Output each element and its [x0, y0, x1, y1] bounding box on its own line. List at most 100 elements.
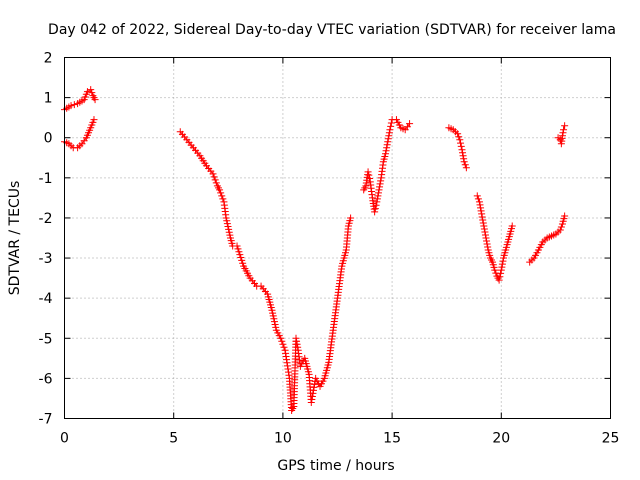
data-point: [271, 321, 279, 329]
data-point: [559, 129, 567, 137]
data-point: [376, 180, 384, 188]
data-point: [272, 323, 280, 331]
data-point: [309, 389, 317, 397]
data-point: [386, 126, 394, 134]
data-point: [561, 122, 569, 130]
data-point: [491, 266, 499, 274]
data-point: [269, 312, 277, 320]
data-point: [226, 231, 234, 239]
data-point: [384, 138, 392, 146]
y-tick-label: 1: [44, 91, 53, 107]
data-point: [475, 198, 483, 206]
data-point: [476, 201, 484, 209]
data-point: [459, 152, 467, 160]
data-point: [277, 334, 285, 342]
data-point: [460, 158, 468, 166]
y-tick-label: 2: [44, 51, 53, 67]
data-point: [556, 136, 564, 144]
data-point: [460, 155, 468, 163]
data-point: [222, 214, 230, 222]
x-tick-label: 15: [383, 431, 401, 447]
data-point: [458, 146, 466, 154]
data-point: [293, 337, 301, 345]
data-point: [462, 164, 470, 172]
y-tick-label: -4: [39, 291, 53, 307]
data-point: [211, 176, 219, 184]
data-point: [387, 119, 395, 127]
series-segment-a: [61, 86, 99, 114]
data-point: [374, 192, 382, 200]
data-point: [454, 130, 462, 138]
data-point: [382, 150, 390, 158]
data-point: [479, 219, 487, 227]
data-point: [382, 147, 390, 155]
data-point: [480, 222, 488, 230]
data-point: [561, 212, 569, 220]
data-point: [371, 208, 379, 216]
data-point: [385, 129, 393, 137]
data-point: [375, 186, 383, 194]
x-tick-label: 20: [492, 431, 510, 447]
series-segment-c: [176, 128, 355, 414]
x-tick-label: 0: [60, 431, 69, 447]
data-point: [278, 337, 286, 345]
axis-ticks: 0 5 10 15 20 25 -7 -6 -5 -4 -3 -2 -1 0 1 2: [39, 51, 620, 447]
data-point: [239, 259, 247, 267]
data-point: [483, 237, 491, 245]
data-point: [270, 318, 278, 326]
data-point: [477, 207, 485, 215]
data-point: [495, 276, 503, 284]
data-point: [210, 173, 218, 181]
data-point: [307, 398, 315, 406]
data-point: [383, 144, 391, 152]
data-point: [474, 195, 482, 203]
data-point: [223, 220, 231, 228]
data-point: [372, 201, 380, 209]
data-point: [383, 141, 391, 149]
data-point: [481, 228, 489, 236]
data-point: [218, 192, 226, 200]
data-point: [484, 243, 492, 251]
data-point: [269, 309, 277, 317]
data-point: [497, 266, 505, 274]
data-point: [455, 133, 463, 141]
data-point: [377, 177, 385, 185]
y-tick-label: -3: [39, 251, 53, 267]
data-point: [237, 253, 245, 261]
data-point: [217, 189, 225, 197]
data-point: [479, 216, 487, 224]
data-point: [457, 142, 465, 150]
chart-title: Day 042 of 2022, Sidereal Day-to-day VTE…: [48, 22, 616, 38]
x-tick-label: 5: [169, 431, 178, 447]
data-point: [560, 126, 568, 134]
x-tick-label: 10: [274, 431, 292, 447]
data-point: [373, 195, 381, 203]
data-point: [482, 234, 490, 242]
data-point: [456, 136, 464, 144]
data-point: [225, 228, 233, 236]
data-point: [459, 149, 467, 157]
data-point: [556, 226, 564, 234]
data-point: [67, 102, 75, 110]
data-point: [478, 213, 486, 221]
data-point: [270, 315, 278, 323]
data-point: [364, 168, 372, 176]
data-point: [558, 132, 566, 140]
data-point: [385, 132, 393, 140]
data-point: [473, 192, 481, 200]
data-point: [70, 101, 78, 109]
data-point: [292, 334, 300, 342]
data-point: [557, 223, 565, 231]
data-point: [268, 306, 276, 314]
data-point: [406, 120, 414, 128]
y-tick-label: -7: [39, 412, 53, 428]
data-point: [481, 231, 489, 239]
data-point: [238, 256, 246, 264]
x-axis-label: GPS time / hours: [277, 458, 394, 474]
data-point: [374, 189, 382, 197]
data-point: [308, 392, 316, 400]
data-point: [219, 195, 227, 203]
data-point: [225, 225, 233, 233]
data-point: [497, 269, 505, 277]
